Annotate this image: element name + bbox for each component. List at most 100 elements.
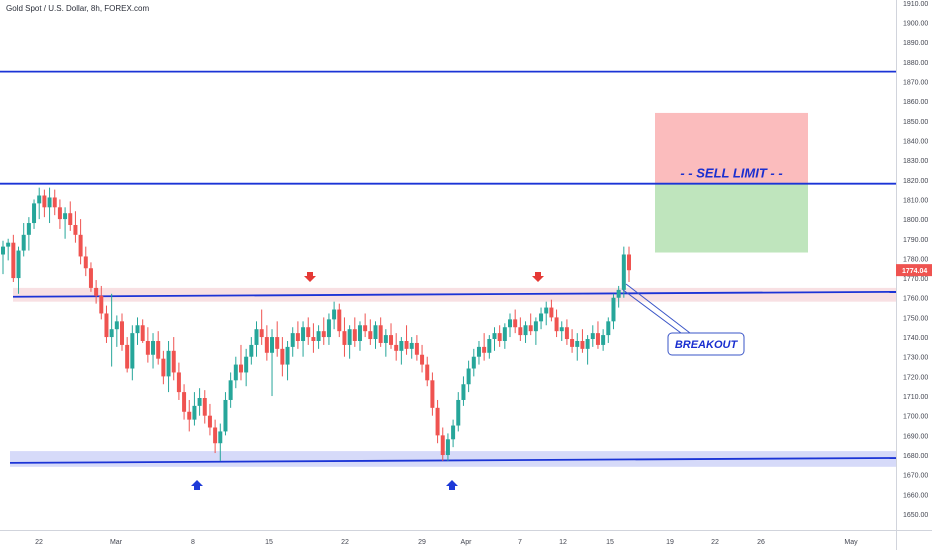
candle <box>94 280 99 304</box>
candle <box>570 329 575 353</box>
candle <box>523 321 528 343</box>
candle <box>595 321 600 349</box>
candle <box>140 319 145 343</box>
candle <box>451 419 456 448</box>
candle <box>1 240 5 275</box>
candle-body <box>16 250 21 279</box>
candle <box>270 329 275 397</box>
candle-body <box>37 195 42 204</box>
x-tick-label: 29 <box>418 539 426 546</box>
candle-body <box>601 335 606 345</box>
candle <box>508 313 513 338</box>
candle-body <box>218 431 223 444</box>
candle-body <box>73 224 78 235</box>
candle-body <box>414 342 419 355</box>
candle <box>528 313 533 336</box>
candle-body <box>52 197 57 208</box>
candle-body <box>445 439 450 456</box>
candle-body <box>83 256 88 269</box>
candle-body <box>125 344 130 369</box>
candle <box>513 309 518 334</box>
candle <box>368 319 373 345</box>
candle <box>564 319 569 345</box>
candle <box>109 293 114 367</box>
candle <box>435 399 440 444</box>
candle-body <box>1 246 5 255</box>
x-tick-label: May <box>844 539 858 546</box>
y-tick-label: 1810.00 <box>903 197 928 204</box>
candle <box>68 201 73 231</box>
candle <box>518 317 523 341</box>
candle <box>57 199 62 229</box>
candle-body <box>492 333 497 340</box>
candle <box>611 293 616 330</box>
candle-body <box>580 340 585 349</box>
sell-zone-target <box>655 183 808 253</box>
candle <box>549 299 554 322</box>
candle <box>47 187 52 224</box>
candle <box>440 427 445 461</box>
candle <box>326 313 331 345</box>
candle <box>399 337 404 365</box>
y-tick-label: 1680.00 <box>903 453 928 460</box>
candle-body <box>383 335 388 343</box>
candle-body <box>94 287 99 296</box>
candle-body <box>471 356 476 369</box>
candle <box>187 399 192 432</box>
candle-body <box>585 339 590 349</box>
candle-body <box>228 380 233 400</box>
candle-body <box>539 313 544 322</box>
candle <box>290 327 295 357</box>
y-tick-label: 1840.00 <box>903 138 928 145</box>
candle-body <box>482 346 487 353</box>
candle-body <box>627 254 631 271</box>
candle <box>130 325 135 381</box>
y-tick-label: 1660.00 <box>903 492 928 499</box>
candle-body <box>88 268 93 288</box>
candle <box>213 419 218 454</box>
candle <box>52 189 57 216</box>
candle-body <box>145 340 150 355</box>
candle-body <box>554 317 559 332</box>
candle <box>575 333 580 361</box>
candle <box>6 238 11 261</box>
candle-body <box>508 319 513 328</box>
candle <box>430 372 435 416</box>
candle-body <box>544 307 549 314</box>
candle-body <box>368 331 373 340</box>
candle <box>445 433 450 461</box>
breakout-line <box>12 290 897 298</box>
candle-body <box>451 425 456 440</box>
candle <box>171 337 176 381</box>
candle-body <box>466 368 471 385</box>
candle <box>621 246 626 298</box>
chart-title: Gold Spot / U.S. Dollar, 8h, FOREX.com <box>6 4 150 13</box>
candle <box>487 335 492 359</box>
candle-body <box>57 207 62 220</box>
candle <box>502 323 507 349</box>
candle-body <box>192 405 197 420</box>
candle-body <box>570 339 575 347</box>
candle-body <box>295 333 300 341</box>
candle <box>476 340 481 365</box>
candle <box>321 317 326 345</box>
candle-body <box>461 384 466 400</box>
candle <box>559 321 564 341</box>
candle-body <box>476 346 481 357</box>
candle <box>352 317 357 347</box>
candle <box>414 335 419 361</box>
candle <box>202 390 207 424</box>
candle-body <box>249 344 254 357</box>
candle <box>461 376 466 406</box>
y-tick-label: 1710.00 <box>903 394 928 401</box>
candle-body <box>156 340 161 359</box>
x-tick-label: 26 <box>757 539 765 546</box>
candle <box>580 329 585 353</box>
candle-body <box>290 333 295 347</box>
candle-body <box>487 339 492 353</box>
candle-body <box>347 329 352 345</box>
breakout-label-box <box>667 332 745 356</box>
candle <box>601 329 606 351</box>
candle <box>357 321 362 351</box>
